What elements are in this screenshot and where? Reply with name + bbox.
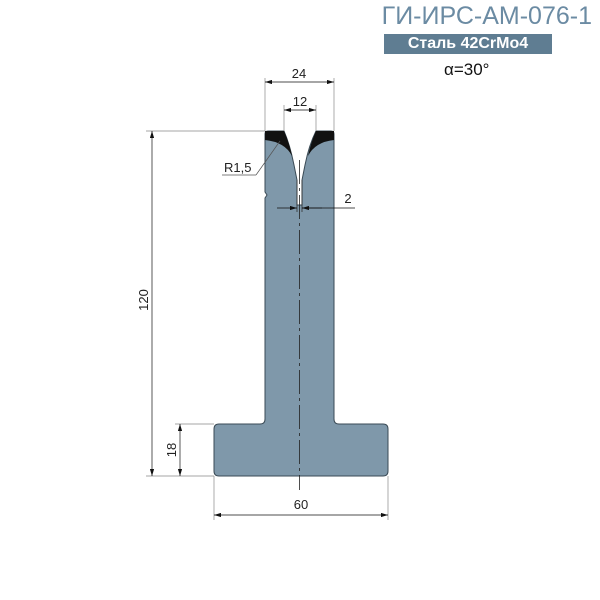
svg-text:24: 24 bbox=[292, 66, 306, 81]
svg-text:18: 18 bbox=[164, 443, 179, 457]
dimension-top-width: 24 bbox=[264, 66, 335, 131]
dimension-slot-width: 2 bbox=[277, 191, 355, 211]
die-profile bbox=[213, 130, 389, 477]
dimension-base-height: 18 bbox=[164, 423, 214, 476]
svg-text:2: 2 bbox=[344, 191, 351, 206]
part-number-title: ГИ-ИРС-АМ-076-1 bbox=[381, 2, 592, 30]
dimension-groove-width: 12 bbox=[283, 94, 317, 131]
radius-callout: R1,5 bbox=[222, 140, 281, 176]
radius-corner-right bbox=[308, 131, 334, 156]
svg-text:R1,5: R1,5 bbox=[224, 160, 251, 175]
svg-text:60: 60 bbox=[294, 497, 308, 512]
dimension-height: 120 bbox=[136, 130, 265, 477]
svg-text:12: 12 bbox=[293, 94, 307, 109]
dimension-base-width: 60 bbox=[213, 476, 389, 520]
material-badge: Сталь 42CrMo4 bbox=[384, 34, 552, 54]
radius-corner-left bbox=[265, 131, 292, 156]
angle-label: α=30° bbox=[444, 60, 490, 79]
svg-text:120: 120 bbox=[136, 289, 151, 311]
